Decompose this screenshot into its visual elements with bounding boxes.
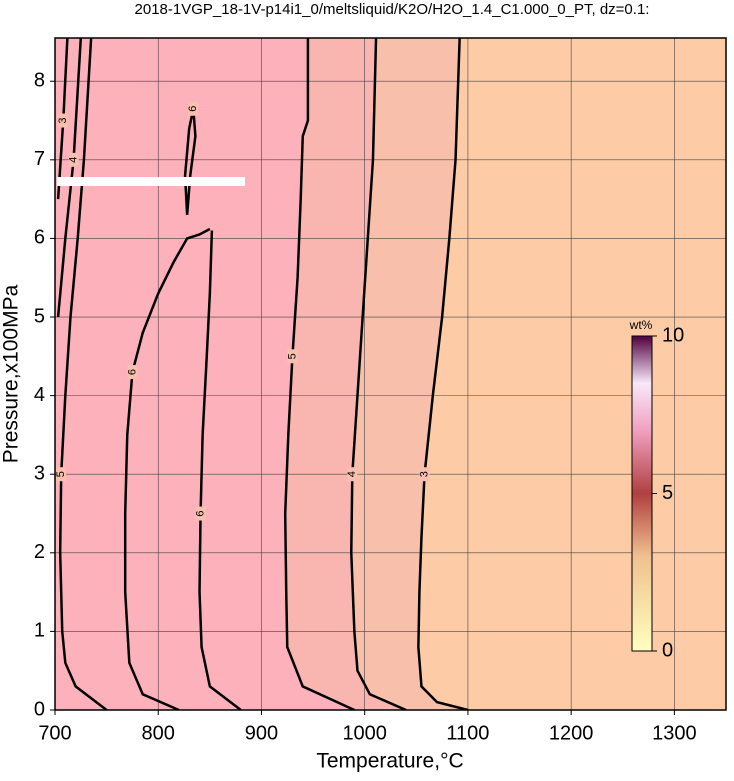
contour-label-bg: [68, 152, 79, 167]
contour-label-bg: [419, 467, 430, 482]
y-tick-label: 1: [34, 620, 45, 642]
contour-line: [56, 38, 83, 318]
x-tick-label: 900: [245, 722, 278, 744]
x-tick-label: 1300: [652, 722, 697, 744]
y-tick-label: 6: [34, 227, 45, 249]
contour-label: 4: [346, 471, 358, 477]
contour-line: [283, 38, 355, 710]
contour-label: 6: [194, 510, 206, 516]
contour-label-bg: [127, 365, 138, 380]
contour-label-bg: [56, 467, 67, 482]
colorbar-label: wt%: [629, 318, 653, 332]
colorbar-tick-label: 10: [662, 324, 684, 346]
contour-label: 3: [57, 117, 69, 123]
contour-label-bg: [347, 467, 358, 482]
x-axis-label: Temperature,°C: [316, 750, 463, 773]
contour-label-bg: [188, 101, 199, 116]
x-tick-label: 1000: [342, 722, 387, 744]
contour-line: [417, 38, 469, 710]
y-tick-label: 5: [34, 305, 45, 327]
contour-label-bg: [195, 506, 206, 521]
colorbar-tick-label: 5: [662, 482, 673, 504]
x-tick-label: 800: [142, 722, 175, 744]
colorbar-tick-label: 0: [662, 639, 673, 661]
contour-label-bg: [58, 113, 69, 128]
contour-label: 5: [286, 353, 298, 359]
x-tick-label: 1200: [549, 722, 594, 744]
y-tick-label: 4: [34, 384, 45, 406]
x-tick-label: 700: [38, 722, 71, 744]
y-tick-label: 8: [34, 70, 45, 92]
y-tick-label: 2: [34, 541, 45, 563]
contour-label: 6: [187, 106, 199, 112]
plot-frame: [54, 37, 727, 711]
y-tick-label: 3: [34, 462, 45, 484]
y-axis-label: Pressure,x100MPa: [0, 284, 23, 463]
contour-label: 3: [418, 471, 430, 477]
contour-label: 6: [126, 369, 138, 375]
contour-label: 4: [67, 157, 79, 163]
chart-title: 2018-1VGP_18-1V-p14i1_0/meltsliquid/K2O/…: [135, 1, 650, 18]
contour-label-bg: [287, 349, 298, 364]
y-tick-label: 7: [34, 148, 45, 170]
plot-area: 3 4 5 6 6 6 5 4 3: [55, 38, 726, 710]
x-tick-label: 1100: [446, 722, 489, 744]
colorbar: [631, 335, 653, 652]
contour-label: 5: [55, 471, 67, 477]
y-tick-label: 0: [34, 698, 45, 720]
annotation-bar: [57, 177, 245, 186]
